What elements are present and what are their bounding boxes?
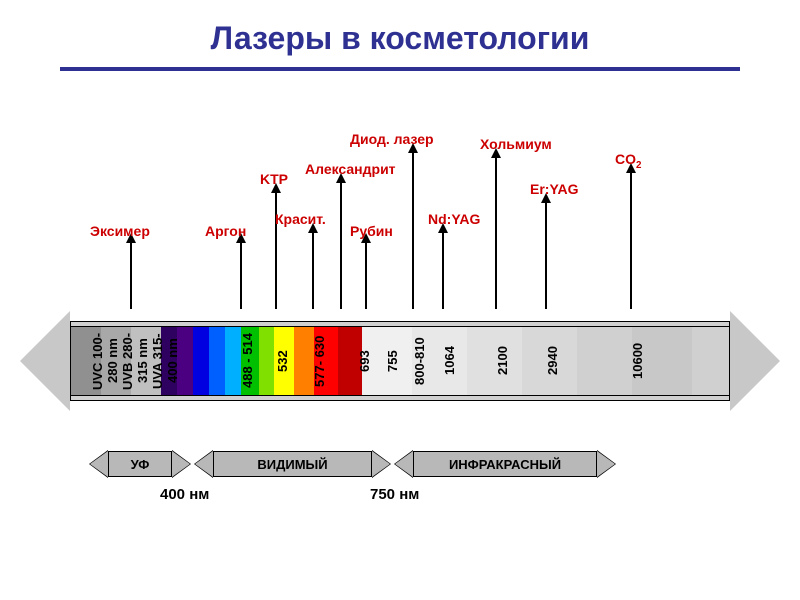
laser-label: Nd:YAG bbox=[428, 211, 480, 227]
spectrum-arrow-right bbox=[730, 311, 780, 411]
laser-label: Рубин bbox=[350, 223, 393, 239]
uv-band-label: UVB 280-315 nm bbox=[120, 325, 150, 397]
spectrum-segment bbox=[209, 327, 225, 395]
wavelength-label: 693 bbox=[357, 325, 372, 397]
laser-label: Красит. bbox=[275, 211, 326, 227]
wavelength-label: 1064 bbox=[442, 325, 457, 397]
laser-arrow bbox=[240, 241, 242, 309]
spectrum-region: УФ bbox=[90, 451, 190, 477]
wavelength-label: 800-810 bbox=[412, 325, 427, 397]
laser-label: Александрит bbox=[305, 161, 396, 177]
spectrum-arrow-left bbox=[20, 311, 70, 411]
laser-arrow bbox=[365, 241, 367, 309]
laser-arrow bbox=[442, 231, 444, 309]
spectrum-chart: UVC 100-280 nmUVB 280-315 nmUVA 315-400 … bbox=[50, 81, 750, 541]
laser-arrow bbox=[130, 241, 132, 309]
laser-arrow bbox=[545, 201, 547, 309]
laser-arrow bbox=[630, 171, 632, 309]
wavelength-label: 2940 bbox=[545, 325, 560, 397]
spectrum-segment bbox=[294, 327, 314, 395]
uv-band-label: UVA 315-400 nm bbox=[150, 325, 180, 397]
boundary-label: 750 нм bbox=[370, 486, 419, 503]
region-label: ВИДИМЫЙ bbox=[213, 451, 372, 477]
laser-arrow bbox=[275, 191, 277, 309]
laser-label: CO2 bbox=[615, 151, 641, 171]
region-arrow-right bbox=[172, 451, 190, 477]
wavelength-label: 488 - 514 bbox=[240, 325, 255, 397]
spectrum-segment bbox=[193, 327, 209, 395]
spectrum-segment bbox=[259, 327, 274, 395]
spectrum-segment bbox=[577, 327, 632, 395]
spectrum-region: ИНФРАКРАСНЫЙ bbox=[395, 451, 615, 477]
spectrum-segment bbox=[225, 327, 241, 395]
wavelength-label: 532 bbox=[275, 325, 290, 397]
region-label: УФ bbox=[108, 451, 172, 477]
laser-label: KTP bbox=[260, 171, 288, 187]
wavelength-label: 755 bbox=[385, 325, 400, 397]
laser-arrow bbox=[495, 156, 497, 309]
laser-label: Хольмиум bbox=[480, 136, 552, 152]
title-text: Лазеры в косметологии bbox=[211, 20, 590, 56]
region-label: ИНФРАКРАСНЫЙ bbox=[413, 451, 597, 477]
wavelength-label: 577- 630 bbox=[312, 325, 327, 397]
region-arrow-right bbox=[597, 451, 615, 477]
wavelength-label: 2100 bbox=[495, 325, 510, 397]
title-underline bbox=[60, 67, 740, 71]
laser-label: Диод. лазер bbox=[350, 131, 434, 147]
spectrum-region: ВИДИМЫЙ bbox=[195, 451, 390, 477]
laser-arrow bbox=[312, 231, 314, 309]
laser-label: Er:YAG bbox=[530, 181, 579, 197]
laser-arrow bbox=[340, 181, 342, 309]
page-title: Лазеры в косметологии bbox=[0, 0, 800, 67]
region-arrow-right bbox=[372, 451, 390, 477]
laser-label: Аргон bbox=[205, 223, 246, 239]
boundary-label: 400 нм bbox=[160, 486, 209, 503]
wavelength-label: 10600 bbox=[630, 325, 645, 397]
region-arrow-left bbox=[395, 451, 413, 477]
laser-arrow bbox=[412, 151, 414, 309]
uv-band-label: UVC 100-280 nm bbox=[90, 325, 120, 397]
laser-label: Эксимер bbox=[90, 223, 150, 239]
region-arrow-left bbox=[90, 451, 108, 477]
region-arrow-left bbox=[195, 451, 213, 477]
